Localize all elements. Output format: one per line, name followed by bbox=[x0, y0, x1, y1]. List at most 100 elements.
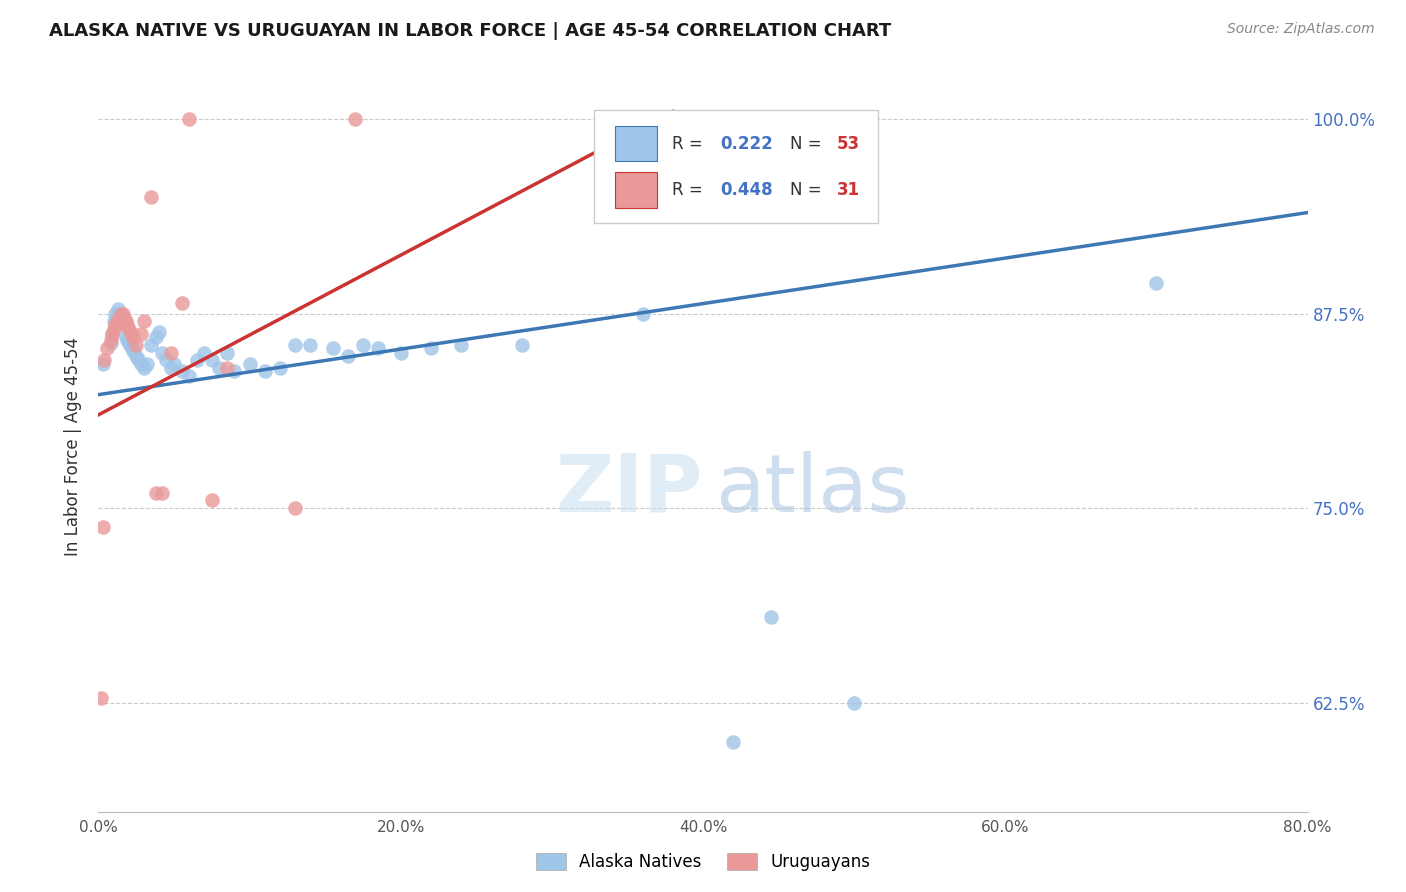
Point bbox=[115, 318, 138, 332]
Point bbox=[103, 314, 125, 328]
Point bbox=[105, 314, 128, 328]
Point bbox=[420, 341, 443, 355]
Point bbox=[352, 338, 374, 352]
Point bbox=[170, 364, 193, 378]
Bar bbox=[614, 172, 657, 208]
Point bbox=[145, 330, 167, 344]
Point bbox=[115, 333, 138, 347]
Point bbox=[120, 338, 142, 352]
Point bbox=[322, 341, 344, 355]
Point bbox=[107, 301, 129, 316]
Point bbox=[336, 349, 359, 363]
Point bbox=[299, 338, 322, 352]
Point bbox=[631, 307, 654, 321]
Point bbox=[224, 364, 246, 378]
Point bbox=[110, 307, 132, 321]
Point bbox=[160, 345, 183, 359]
Point bbox=[141, 338, 163, 352]
Point bbox=[208, 361, 231, 376]
Point bbox=[100, 333, 122, 347]
Point bbox=[344, 112, 367, 127]
Text: ALASKA NATIVE VS URUGUAYAN IN LABOR FORCE | AGE 45-54 CORRELATION CHART: ALASKA NATIVE VS URUGUAYAN IN LABOR FORC… bbox=[49, 22, 891, 40]
Point bbox=[132, 314, 155, 328]
Point bbox=[179, 368, 201, 383]
Point bbox=[122, 330, 145, 344]
Point bbox=[723, 734, 745, 748]
Point bbox=[201, 353, 224, 368]
Point bbox=[125, 338, 148, 352]
Text: ZIP: ZIP bbox=[555, 450, 703, 529]
Point bbox=[110, 307, 132, 321]
Point bbox=[111, 311, 134, 326]
Point bbox=[170, 295, 193, 310]
Point bbox=[367, 341, 389, 355]
Point bbox=[101, 326, 124, 341]
Text: N =: N = bbox=[790, 181, 827, 199]
Point bbox=[91, 357, 114, 371]
Point bbox=[193, 345, 215, 359]
Point bbox=[201, 493, 224, 508]
Point bbox=[141, 190, 163, 204]
Text: 31: 31 bbox=[837, 181, 860, 199]
Point bbox=[269, 361, 291, 376]
Text: 0.222: 0.222 bbox=[720, 135, 773, 153]
FancyBboxPatch shape bbox=[595, 110, 879, 223]
Point bbox=[844, 696, 866, 710]
Point bbox=[239, 357, 262, 371]
Point bbox=[145, 485, 167, 500]
Point bbox=[122, 344, 145, 359]
Point bbox=[118, 336, 141, 351]
Point bbox=[284, 338, 307, 352]
Point bbox=[112, 311, 135, 326]
Point bbox=[132, 361, 155, 376]
Point bbox=[148, 326, 170, 340]
Point bbox=[101, 326, 124, 341]
Point bbox=[389, 345, 412, 359]
Point bbox=[104, 318, 127, 332]
Point bbox=[100, 336, 122, 351]
Text: N =: N = bbox=[790, 135, 827, 153]
Point bbox=[155, 353, 177, 368]
Point bbox=[118, 322, 141, 336]
Point bbox=[127, 351, 149, 366]
Point bbox=[112, 318, 135, 332]
Point bbox=[215, 345, 238, 359]
Bar bbox=[614, 127, 657, 161]
Point bbox=[121, 326, 143, 341]
Point bbox=[215, 361, 238, 376]
Point bbox=[450, 338, 472, 352]
Text: atlas: atlas bbox=[716, 450, 910, 529]
Point bbox=[91, 520, 114, 534]
Point bbox=[163, 357, 186, 371]
Point bbox=[96, 341, 118, 355]
Point bbox=[1144, 276, 1167, 290]
Point bbox=[114, 330, 136, 344]
Point bbox=[129, 357, 152, 371]
Point bbox=[90, 691, 112, 706]
Point bbox=[150, 485, 173, 500]
Point bbox=[150, 345, 173, 359]
Point bbox=[186, 353, 208, 368]
Text: R =: R = bbox=[672, 135, 707, 153]
Point bbox=[108, 311, 131, 326]
Point bbox=[284, 501, 307, 516]
Y-axis label: In Labor Force | Age 45-54: In Labor Force | Age 45-54 bbox=[65, 336, 83, 556]
Point bbox=[114, 314, 136, 328]
Point bbox=[179, 112, 201, 127]
Point bbox=[510, 338, 533, 352]
Point bbox=[121, 341, 143, 355]
Text: R =: R = bbox=[672, 181, 707, 199]
Point bbox=[103, 322, 125, 336]
Point bbox=[135, 357, 157, 371]
Point bbox=[93, 353, 115, 368]
Point bbox=[759, 610, 782, 624]
Point bbox=[129, 326, 152, 341]
Text: 0.448: 0.448 bbox=[720, 181, 772, 199]
Text: 53: 53 bbox=[837, 135, 860, 153]
Legend: Alaska Natives, Uruguayans: Alaska Natives, Uruguayans bbox=[527, 845, 879, 880]
Point bbox=[253, 364, 276, 378]
Point bbox=[125, 349, 148, 363]
Point bbox=[104, 307, 127, 321]
Point bbox=[111, 307, 134, 321]
Point bbox=[160, 361, 183, 376]
